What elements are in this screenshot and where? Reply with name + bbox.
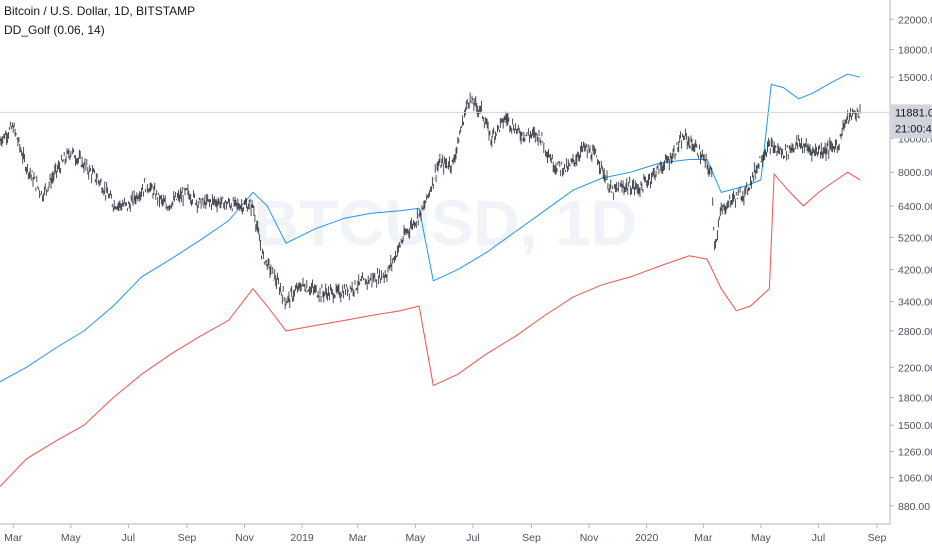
price-axis-tick-label: 2200.00	[898, 362, 932, 374]
price-axis[interactable]: 22000.0018000.0015000.0010000.008000.006…	[889, 0, 932, 524]
time-axis-tick-label: Mar	[349, 532, 368, 544]
time-axis[interactable]: Mar May Jul Sep Nov 2019 Mar May Jul Sep Nov 2020 Ma…	[0, 523, 890, 544]
indicator-legend[interactable]: DD_Golf (0.06, 14)	[4, 23, 105, 37]
price-axis-tick-label: 1260.00	[898, 447, 932, 459]
time-axis-tick-label: Nov	[235, 532, 254, 544]
upper-band-line	[0, 73, 861, 383]
last-price-value: 11881.04	[895, 107, 932, 119]
last-price-tag-bg	[891, 104, 932, 139]
symbol-title[interactable]: Bitcoin / U.S. Dollar, 1D, BITSTAMP	[4, 4, 196, 18]
time-axis-tick-label: Nov	[580, 532, 599, 544]
price-axis-tick-label: 4200.00	[898, 265, 932, 277]
price-axis-tick-label: 1800.00	[898, 393, 932, 405]
time-axis-tick-label: May	[61, 532, 82, 544]
time-axis-tick-label: Sep	[522, 532, 541, 544]
time-axis-tick-label: 2019	[290, 532, 314, 544]
price-axis-tick-label: 2800.00	[898, 326, 932, 338]
lower-band-line	[0, 171, 861, 487]
time-axis-tick-label: Mar	[4, 532, 23, 544]
time-axis-tick-label: Jul	[812, 532, 825, 544]
time-axis-tick-label: May	[751, 532, 772, 544]
time-axis-tick-label: Jul	[122, 532, 135, 544]
price-axis-tick-label: 1060.00	[898, 473, 932, 485]
price-axis-tick-label: 18000.00	[898, 45, 932, 57]
price-axis-tick-label: 5200.00	[898, 232, 932, 244]
price-bars-group	[0, 92, 861, 310]
symbol-watermark: BTCUSD, 1D	[253, 187, 637, 259]
bar-countdown: 21:00:44	[895, 123, 932, 135]
time-axis-tick-label: Mar	[694, 532, 713, 544]
time-axis-tick-label: Sep	[178, 532, 197, 544]
price-axis-tick-label: 15000.00	[898, 72, 932, 84]
last-price-tag: 11881.04 21:00:44	[891, 104, 932, 139]
time-axis-tick-label: 2020	[635, 532, 659, 544]
time-axis-tick-label: May	[405, 532, 426, 544]
price-axis-tick-label: 3400.00	[898, 297, 932, 309]
time-axis-tick-label: Sep	[868, 532, 887, 544]
price-axis-tick-label: 1500.00	[898, 420, 932, 432]
band-group	[0, 73, 861, 487]
time-axis-tick-label: Jul	[466, 532, 479, 544]
price-axis-tick-label: 8000.00	[898, 167, 932, 179]
price-axis-tick-label: 880.00	[898, 501, 930, 513]
price-axis-tick-label: 22000.00	[898, 14, 932, 26]
price-axis-tick-label: 6400.00	[898, 201, 932, 213]
